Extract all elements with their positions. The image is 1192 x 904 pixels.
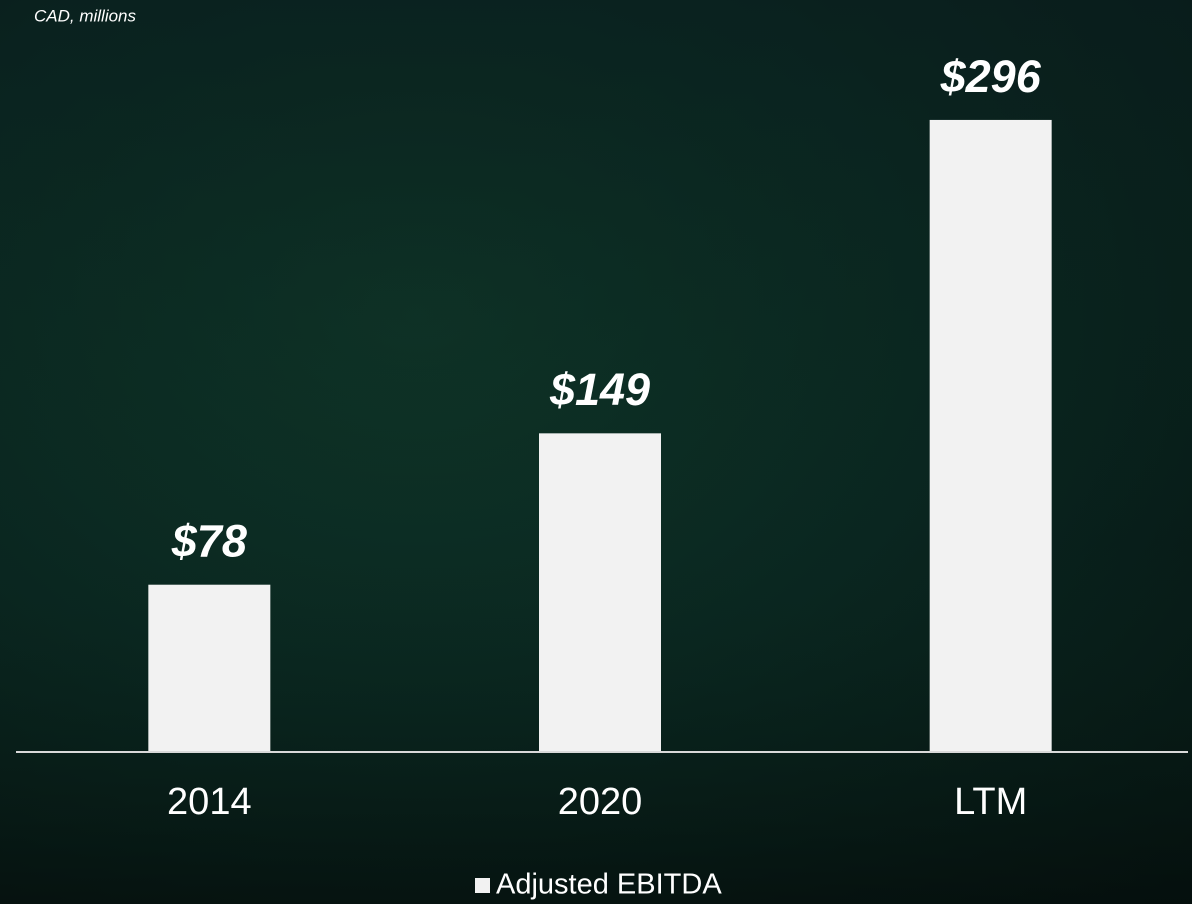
x-tick-label: LTM	[954, 781, 1027, 823]
value-label: $296	[940, 51, 1042, 102]
value-label: $149	[549, 364, 650, 415]
value-label: $78	[171, 516, 247, 567]
bar	[539, 433, 661, 751]
subtitle: CAD, millions	[34, 6, 137, 25]
x-tick-label: 2020	[558, 781, 643, 823]
legend-swatch	[475, 878, 490, 893]
x-tick-label: 2014	[167, 781, 252, 823]
legend-label: Adjusted EBITDA	[496, 869, 722, 901]
bar	[148, 584, 271, 751]
bar	[929, 119, 1052, 752]
